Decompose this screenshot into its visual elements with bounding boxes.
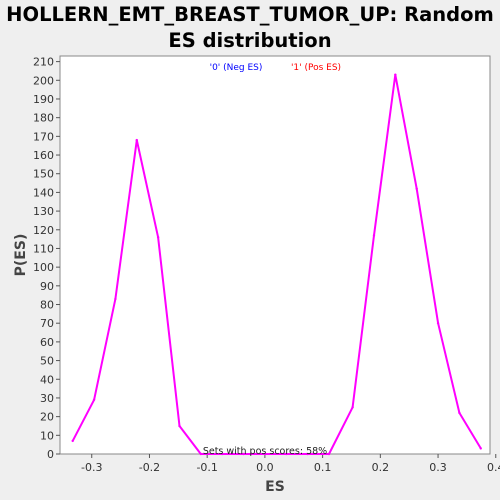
data-point [220, 452, 224, 456]
y-tick-label: 210 [33, 56, 54, 69]
y-tick-label: 90 [40, 280, 54, 293]
chart-title-line1: HOLLERN_EMT_BREAST_TUMOR_UP: Random [6, 3, 494, 26]
data-point [199, 452, 203, 456]
data-point [479, 447, 482, 450]
data-point [415, 187, 418, 190]
x-tick-label: -0.3 [81, 461, 102, 474]
y-axis-label: P(ES) [13, 234, 29, 277]
x-axis: -0.3 -0.2 -0.1 0.0 0.1 0.2 0.3 0.4 [81, 454, 500, 474]
data-point [351, 406, 354, 409]
data-point [436, 322, 440, 325]
chart-title-line2: ES distribution [168, 29, 332, 52]
legend-entry-pos: '1' (Pos ES) [291, 63, 341, 73]
y-tick-label: 170 [33, 130, 54, 143]
data-point [135, 138, 138, 142]
data-point [263, 452, 267, 456]
data-point [71, 439, 74, 443]
y-tick-label: 70 [40, 317, 54, 330]
y-tick-label: 200 [33, 74, 54, 87]
y-tick-label: 30 [40, 392, 54, 405]
pos-scores-annotation: Sets with pos scores: 58% [203, 446, 327, 457]
data-point [306, 452, 309, 456]
y-tick-label: 60 [40, 336, 54, 349]
x-tick-label: 0.4 [487, 461, 500, 474]
plot-area [59, 55, 491, 455]
y-tick-label: 190 [33, 93, 54, 106]
x-tick-label: 0.0 [256, 461, 274, 474]
data-point [394, 73, 397, 76]
y-tick-label: 120 [33, 224, 54, 237]
x-tick-label: -0.1 [196, 461, 217, 474]
data-point [92, 398, 96, 402]
data-point [327, 452, 331, 456]
x-tick-label: -0.2 [139, 461, 160, 474]
chart-title: HOLLERN_EMT_BREAST_TUMOR_UP: Random ES d… [0, 2, 500, 54]
y-tick-label: 80 [40, 299, 54, 312]
y-tick-label: 160 [33, 149, 54, 162]
y-tick-label: 50 [40, 355, 54, 368]
x-tick-label: 0.1 [314, 461, 332, 474]
data-point [458, 411, 461, 415]
data-point [178, 424, 181, 428]
data-point [242, 452, 245, 456]
y-tick-label: 130 [33, 205, 54, 218]
series-layer [71, 73, 482, 456]
y-tick-label: 140 [33, 186, 54, 199]
data-point [372, 234, 376, 237]
y-tick-label: 20 [40, 411, 54, 424]
y-tick-label: 10 [40, 429, 54, 442]
data-point [156, 236, 160, 239]
x-tick-label: 0.2 [372, 461, 390, 474]
y-tick-label: 110 [33, 242, 54, 255]
series-line [71, 73, 482, 455]
y-tick-label: 100 [33, 261, 54, 274]
data-point [285, 452, 288, 456]
x-axis-label: ES [265, 479, 285, 495]
y-tick-label: 150 [33, 168, 54, 181]
y-axis: 0 10 20 30 40 50 60 70 80 90 100 110 120 130 140 150 160… [33, 56, 60, 461]
y-tick-label: 180 [33, 112, 54, 125]
x-tick-label: 0.3 [429, 461, 447, 474]
y-tick-label: 0 [47, 448, 54, 461]
data-point [114, 297, 117, 301]
legend-entry-neg: '0' (Neg ES) [210, 63, 263, 73]
y-tick-label: 40 [40, 373, 54, 386]
